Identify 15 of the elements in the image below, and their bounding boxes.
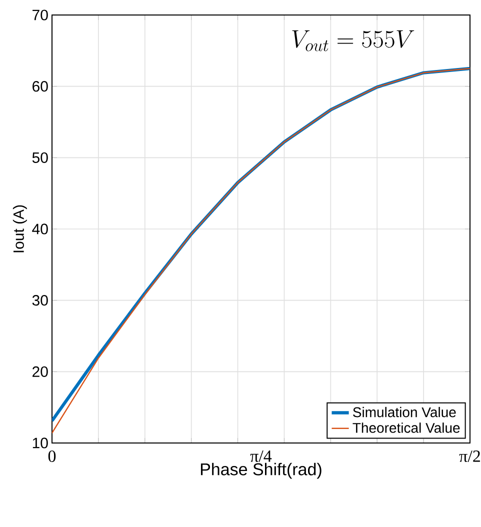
y-tick-label: 10 bbox=[32, 438, 48, 448]
y-tick-label: 30 bbox=[32, 295, 48, 306]
x-tick-label: 0 bbox=[48, 450, 56, 462]
x-tick-label: π/2 bbox=[459, 450, 480, 462]
legend-label: Simulation Value bbox=[353, 406, 456, 418]
y-tick-label: 50 bbox=[32, 152, 48, 163]
y-tick-label: 40 bbox=[32, 224, 48, 234]
y-tick-label: 60 bbox=[32, 81, 48, 92]
legend-label: Theoretical Value bbox=[352, 422, 460, 433]
y-tick-label: 70 bbox=[32, 10, 48, 20]
x-tick-label: π/4 bbox=[250, 450, 272, 462]
x-axis-title: Phase Shift(rad) bbox=[200, 462, 322, 479]
annotation: $V_{out} = 555V$ bbox=[292, 30, 414, 52]
y-axis-title: Iout (A) bbox=[12, 205, 27, 252]
y-tick-label: 20 bbox=[32, 366, 48, 377]
